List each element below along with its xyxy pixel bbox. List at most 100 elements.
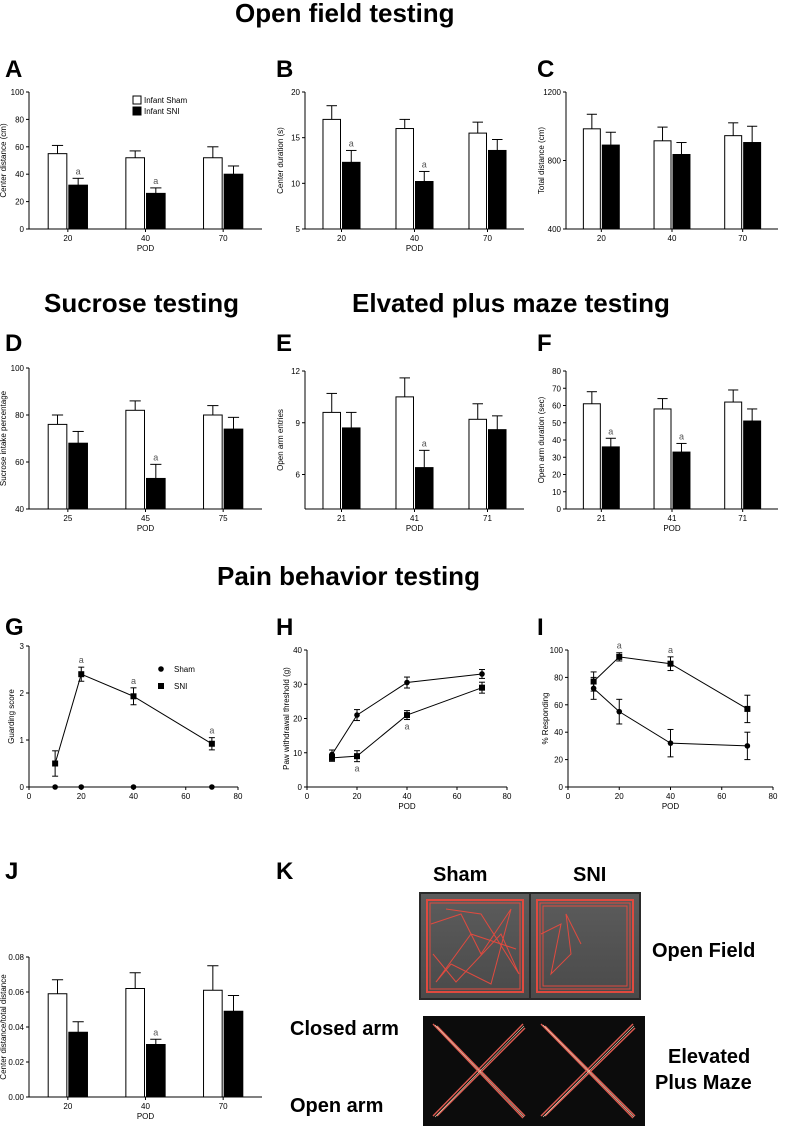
y-tick-label-D: 100 (11, 364, 25, 373)
sham-bar-C (724, 135, 743, 230)
significance-mark-G: a (79, 655, 84, 665)
sham-bar-J (47, 993, 68, 1098)
x-tick-label-I: 0 (566, 792, 571, 801)
legend-label-sni: Infant SNI (144, 107, 180, 116)
x-tick-label-I: 80 (769, 792, 778, 801)
significance-mark-F: a (679, 431, 684, 441)
x-tick-label-J: 20 (63, 1102, 72, 1111)
sham-point-G (78, 784, 85, 790)
sni-point-I (744, 705, 751, 712)
sni-bar-B (342, 161, 361, 230)
x-tick-label-F: 21 (597, 514, 606, 523)
x-tick-label-B: 20 (337, 234, 346, 243)
y-tick-label-I: 80 (554, 673, 563, 682)
sham-bar-A (47, 153, 68, 230)
sham-bar-A (203, 157, 223, 230)
sucrose-heading: Sucrose testing (44, 288, 240, 318)
y-tick-label-F: 60 (552, 402, 561, 411)
x-tick-label-G: 40 (129, 792, 138, 801)
sham-bar-E (322, 411, 342, 510)
x-tick-label-D: 75 (219, 514, 228, 523)
y-tick-label-D: 40 (15, 505, 24, 514)
y-tick-label-A: 100 (11, 88, 25, 97)
x-tick-label-C: 20 (597, 234, 606, 243)
y-tick-label-D: 80 (15, 411, 24, 420)
sni-point-G (130, 693, 137, 700)
y-tick-label-E: 12 (291, 367, 300, 376)
sham-bar-B (468, 132, 488, 230)
y-tick-label-E: 6 (296, 471, 301, 480)
significance-mark-B: a (349, 138, 354, 148)
sham-bar-F (724, 401, 743, 510)
closed-arm-label: Closed arm (290, 1018, 399, 1040)
sni-point-G (78, 671, 85, 678)
y-tick-label-F: 10 (552, 488, 561, 497)
y-tick-label-A: 0 (20, 225, 25, 234)
sham-bar-F (582, 403, 601, 510)
sham-bar-D (125, 409, 145, 510)
x-tick-label-D: 45 (141, 514, 150, 523)
y-tick-label-F: 0 (557, 505, 562, 514)
y-tick-label-G: 0 (20, 783, 25, 792)
sni-point-H (404, 712, 410, 719)
sham-point-G (52, 784, 58, 790)
sni-bar-C (743, 142, 762, 230)
sni-point-H (479, 684, 485, 691)
x-axis-label-H: POD (398, 802, 416, 811)
sham-bar-A (125, 157, 145, 230)
sham-bar-D (47, 423, 68, 510)
sni-bar-F (601, 446, 620, 510)
significance-mark-H: a (404, 722, 409, 732)
x-tick-label-E: 71 (483, 514, 492, 523)
sni-bar-E (488, 429, 507, 510)
epm-label-line1: Elevated (668, 1046, 751, 1068)
sham-point-G (130, 784, 137, 790)
sni-bar-D (146, 477, 166, 510)
sni-point-I (616, 653, 623, 660)
y-tick-label-I: 0 (559, 783, 564, 792)
sni-point-G (52, 760, 59, 767)
y-tick-label-G: 1 (20, 736, 25, 745)
open-field-photo-group (419, 892, 641, 1000)
panel-label-g: G (5, 614, 24, 641)
significance-mark-H: a (354, 764, 359, 774)
significance-mark-G: a (209, 726, 214, 736)
sham-point-H (479, 671, 485, 677)
y-tick-label-A: 40 (15, 170, 24, 179)
sni-point-H (354, 753, 360, 760)
y-tick-label-B: 20 (291, 88, 300, 97)
legend-marker-sni (158, 683, 164, 689)
significance-mark-E: a (422, 438, 427, 448)
x-tick-label-C: 70 (738, 234, 747, 243)
epm-photo (423, 1016, 645, 1126)
significance-mark-A: a (153, 176, 158, 186)
x-tick-label-H: 20 (353, 792, 362, 801)
x-tick-label-A: 20 (63, 234, 72, 243)
sham-point-I (744, 743, 751, 749)
x-tick-label-A: 70 (219, 234, 228, 243)
y-tick-label-G: 3 (20, 642, 25, 651)
x-tick-label-H: 40 (403, 792, 412, 801)
y-tick-label-H: 10 (293, 749, 302, 758)
y-tick-label-A: 60 (15, 143, 24, 152)
significance-mark-G: a (131, 676, 136, 686)
panel-label-e: E (276, 330, 293, 357)
epm-label-line2: Plus Maze (655, 1072, 752, 1094)
panel-label-d: D (5, 330, 23, 357)
sham-bar-C (582, 128, 601, 230)
sni-bar-D (223, 428, 244, 510)
sni-bar-D (68, 442, 88, 510)
x-tick-label-I: 20 (615, 792, 624, 801)
x-tick-label-H: 60 (453, 792, 462, 801)
sham-bar-B (395, 128, 415, 230)
y-tick-label-I: 100 (550, 646, 564, 655)
y-axis-label-I: % Responding (541, 692, 550, 744)
panel-label-a: A (5, 56, 23, 83)
x-axis-label-F: POD (663, 524, 681, 533)
y-tick-label-J: 0.08 (8, 953, 24, 962)
sni-bar-B (415, 181, 434, 230)
panel-label-b: B (276, 56, 294, 83)
sni-bar-F (672, 451, 691, 510)
y-tick-label-J: 0.04 (8, 1023, 24, 1032)
